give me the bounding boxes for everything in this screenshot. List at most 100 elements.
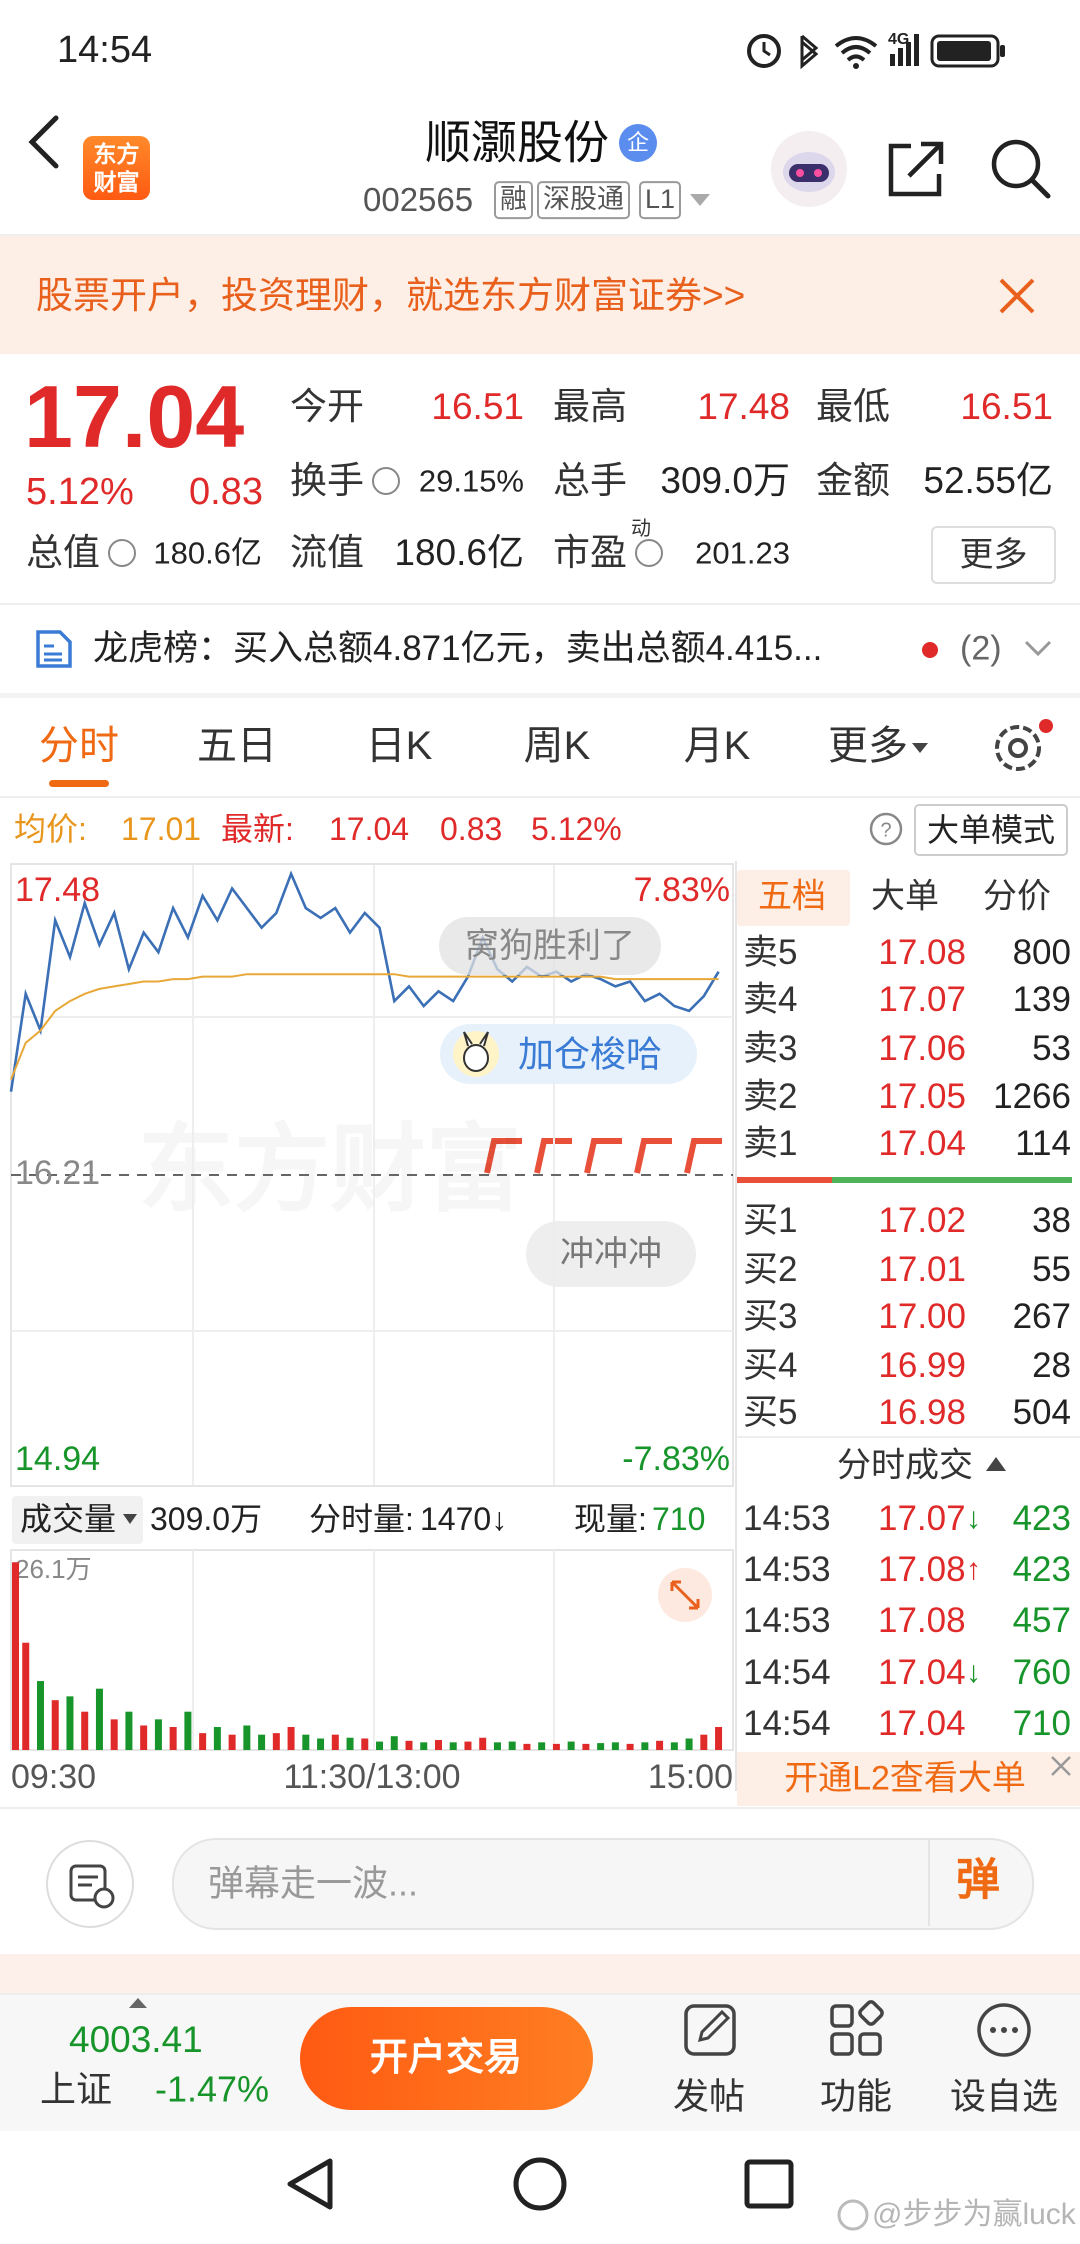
index-name[interactable]: 上证 [40, 2068, 113, 2110]
logo-line: 东方 [93, 141, 140, 167]
nav-back[interactable] [287, 2158, 333, 2210]
watchlist-icon[interactable] [974, 2000, 1034, 2060]
send-danmaku[interactable]: 弹 [956, 1855, 1000, 1905]
chart-tab[interactable]: 更多 [828, 724, 908, 768]
trade-time: 14:53 [743, 1601, 831, 1640]
book-price: 17.00 [878, 1297, 966, 1336]
function-icon[interactable] [826, 2000, 886, 2060]
book-price: 16.98 [878, 1393, 966, 1432]
chart-tab[interactable]: 月K [683, 724, 751, 768]
nav-recent[interactable] [744, 2159, 794, 2209]
volume-bar [508, 1741, 516, 1750]
weibo-icon [837, 2199, 869, 2231]
danmaku-settings[interactable] [44, 1838, 136, 1930]
chart-tab[interactable]: 五日 [197, 724, 277, 768]
help-icon[interactable]: ? [868, 811, 904, 847]
volume-bar [125, 1711, 133, 1750]
chart-tab[interactable]: 日K [365, 724, 433, 768]
close-l2[interactable] [1048, 1753, 1074, 1779]
field-value: 180.6亿 [153, 535, 262, 571]
longhu-count: (2) [960, 629, 1002, 668]
volume-bar [51, 1700, 59, 1750]
book-tab[interactable]: 五档 [758, 877, 826, 916]
chart-tab[interactable]: 分时 [39, 724, 119, 768]
volume-bar [331, 1734, 339, 1750]
volume-bar [110, 1719, 118, 1750]
info-icon [372, 467, 400, 495]
big-order-mode[interactable]: 大单模式 [914, 804, 1068, 856]
x-tick-label: 15:00 [648, 1758, 733, 1795]
trade-button[interactable] [300, 2007, 593, 2110]
divider [0, 234, 1080, 236]
dropdown-arrow[interactable] [688, 192, 712, 208]
expand-arrow[interactable] [1024, 640, 1052, 658]
volume-selector[interactable] [12, 1496, 143, 1544]
volume-bar [715, 1727, 723, 1750]
book-volume: 55 [1032, 1250, 1071, 1289]
search-button[interactable] [988, 136, 1052, 200]
l2-bar[interactable] [737, 1752, 1080, 1806]
trade-volume: 423 [1012, 1550, 1071, 1589]
y-tick-label: 14.94 [15, 1440, 100, 1478]
book-label: 买1 [743, 1201, 798, 1240]
info-icon [108, 539, 136, 567]
app-logo: 东方 财富 [83, 136, 150, 200]
divider [928, 1840, 930, 1926]
y2-tick-label: 7.83% [634, 871, 730, 909]
chart-tab[interactable]: 周K [523, 724, 591, 768]
close-banner[interactable] [998, 277, 1036, 315]
trades-title[interactable]: 分时成交 [837, 1446, 973, 1485]
book-price: 17.04 [878, 1124, 966, 1163]
volume-label[interactable]: 成交量 [20, 1500, 117, 1537]
post-icon[interactable] [680, 2000, 740, 2060]
status-icons: 4G [747, 31, 1005, 70]
divider [0, 796, 1080, 798]
trade-volume: 457 [1012, 1601, 1071, 1640]
longhu-text[interactable]: 龙虎榜：买入总额4.871亿元，卖出总额4.415... [93, 629, 823, 668]
trade-button-text[interactable]: 开户交易 [369, 2037, 523, 2080]
settings-button[interactable] [988, 716, 1056, 778]
trade-price: 17.04 [878, 1653, 966, 1692]
l2-text[interactable]: 开通L2查看大单 [784, 1759, 1026, 1798]
nav-label[interactable]: 设自选 [949, 2075, 1059, 2117]
book-price: 17.07 [878, 980, 966, 1019]
book-price: 17.05 [878, 1077, 966, 1116]
book-label: 卖5 [743, 933, 798, 972]
stock-tag: L1 [639, 181, 682, 219]
danmaku-input[interactable] [172, 1838, 1034, 1930]
status-network: 4G [888, 31, 909, 48]
book-volume: 267 [1012, 1297, 1071, 1336]
book-price: 17.08 [878, 933, 966, 972]
index-value[interactable]: 4003.41 [69, 2018, 203, 2060]
x-tick-label: 11:30/13:00 [283, 1758, 460, 1795]
volume-bar [390, 1736, 398, 1750]
volume-bar [258, 1734, 266, 1750]
nav-label[interactable]: 发帖 [672, 2075, 746, 2117]
field-label: 市盈 [553, 531, 627, 573]
back-button[interactable] [20, 112, 70, 172]
volume-bar [66, 1696, 74, 1750]
bid-bar [832, 1177, 1072, 1183]
volume-bar [169, 1727, 177, 1750]
book-tab[interactable]: 分价 [983, 877, 1051, 916]
danmaku-placeholder[interactable]: 弹幕走一波... [208, 1862, 419, 1904]
volume-bar [685, 1738, 693, 1750]
nav-label[interactable]: 功能 [819, 2075, 893, 2117]
change: 0.83 [189, 471, 263, 514]
more-button[interactable]: 更多 [931, 526, 1056, 584]
index-change[interactable]: -1.47% [155, 2068, 270, 2110]
volume-bar [552, 1743, 560, 1750]
promo-banner[interactable] [0, 236, 1080, 354]
field-value: 29.15% [418, 463, 524, 499]
promo-text[interactable]: 股票开户，投资理财，就选东方财富证券>> [36, 274, 746, 316]
book-price: 17.01 [878, 1250, 966, 1289]
share-button[interactable] [885, 138, 947, 200]
book-tab[interactable]: 大单 [871, 877, 939, 916]
volume-bar [523, 1743, 531, 1750]
logo-line: 财富 [93, 169, 140, 195]
nav-home[interactable] [513, 2157, 567, 2211]
danmaku-bubble: 窝狗胜利了 [439, 917, 661, 975]
book-volume: 139 [1012, 980, 1071, 1019]
assistant-icon[interactable] [768, 128, 850, 210]
book-label: 卖4 [743, 980, 798, 1019]
